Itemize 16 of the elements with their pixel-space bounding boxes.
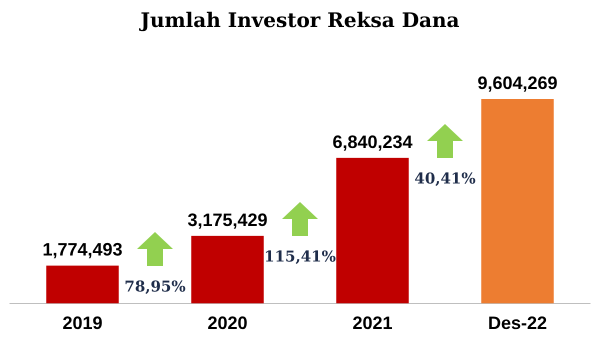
bar xyxy=(336,158,409,304)
x-tick-label: Des-22 xyxy=(488,313,548,334)
annotation: 40,41% xyxy=(414,170,476,188)
x-tick-label: 2020 xyxy=(207,313,248,334)
annotation: 115,41% xyxy=(264,248,336,266)
chart-title: Jumlah Investor Reksa Dana xyxy=(138,8,460,32)
data-label: 6,840,234 xyxy=(332,132,413,152)
annotation: 78,95% xyxy=(124,278,186,296)
x-tick-label: 2021 xyxy=(352,313,393,334)
data-label: 1,774,493 xyxy=(42,240,123,260)
bar xyxy=(481,98,554,304)
x-tick-label: 2019 xyxy=(62,313,103,334)
data-label: 3,175,429 xyxy=(187,210,268,230)
bar xyxy=(46,266,119,304)
bar xyxy=(191,236,264,304)
data-label: 9,604,269 xyxy=(477,72,558,93)
